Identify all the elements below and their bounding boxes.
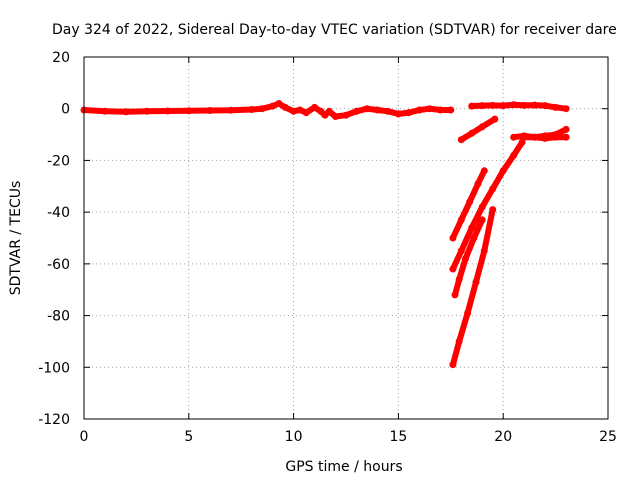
data-point xyxy=(491,115,499,123)
data-point xyxy=(296,106,304,114)
data-point xyxy=(489,185,497,193)
data-point xyxy=(290,107,298,115)
chart-title: Day 324 of 2022, Sidereal Day-to-day VTE… xyxy=(52,22,617,38)
data-point xyxy=(541,102,549,110)
plot-frame xyxy=(83,56,609,420)
data-point xyxy=(562,105,570,113)
data-point xyxy=(510,151,518,159)
series-short-rising-trace xyxy=(458,116,498,143)
data-point xyxy=(518,138,526,146)
y-tick-label: -120 xyxy=(38,412,70,428)
y-tick-label: -40 xyxy=(47,205,70,221)
data-point xyxy=(455,275,463,283)
data-point xyxy=(436,106,444,114)
y-tick-label: -100 xyxy=(38,360,70,376)
data-point xyxy=(541,132,549,140)
data-point xyxy=(451,291,459,299)
data-point xyxy=(455,337,463,345)
y-tick-label: 20 xyxy=(52,50,70,66)
data-point xyxy=(562,133,570,141)
data-point xyxy=(531,133,539,141)
data-point xyxy=(185,107,193,115)
data-point xyxy=(552,131,560,139)
data-point xyxy=(464,309,472,317)
data-point xyxy=(468,129,476,137)
data-point xyxy=(143,107,151,115)
x-tick-label: 10 xyxy=(285,429,303,445)
data-point xyxy=(449,361,457,369)
axis-ticks: 0 5 10 15 20 25 -120 -100 -80 -60 -40 -20 0 20 xyxy=(38,50,617,445)
data-point xyxy=(248,106,256,113)
data-point xyxy=(480,247,488,255)
data-point xyxy=(302,109,310,117)
data-point xyxy=(164,107,172,115)
data-point xyxy=(480,167,488,175)
data-point xyxy=(478,216,486,224)
data-point xyxy=(457,136,465,144)
data-point xyxy=(281,103,289,111)
data-point xyxy=(478,203,486,211)
data-point xyxy=(426,105,434,113)
data-point xyxy=(122,108,130,116)
data-point xyxy=(384,107,392,115)
y-tick-label: 0 xyxy=(61,102,70,118)
data-point xyxy=(101,107,109,115)
y-axis-label: SDTVAR / TECUs xyxy=(8,181,24,296)
data-point xyxy=(472,278,480,286)
data-point xyxy=(478,123,486,131)
data-point xyxy=(332,113,339,120)
data-series xyxy=(80,100,570,369)
data-point xyxy=(449,234,457,242)
data-point xyxy=(462,255,469,263)
x-tick-label: 20 xyxy=(494,429,512,445)
y-tick-label: -60 xyxy=(47,257,70,273)
data-point xyxy=(562,125,570,133)
data-point xyxy=(325,107,333,115)
y-tick-label: -80 xyxy=(47,309,70,325)
data-point xyxy=(447,106,455,114)
data-point xyxy=(353,107,360,115)
series-upper-right-trace xyxy=(468,101,570,112)
data-point xyxy=(489,101,497,109)
data-point xyxy=(489,206,497,214)
x-tick-label: 0 xyxy=(80,429,89,445)
data-point xyxy=(470,234,478,242)
data-point xyxy=(373,106,381,114)
data-point xyxy=(510,101,518,109)
data-point xyxy=(269,102,277,110)
data-point xyxy=(552,103,560,111)
data-point xyxy=(258,105,266,113)
data-point xyxy=(466,198,474,206)
data-point xyxy=(311,103,319,111)
data-point xyxy=(394,110,402,118)
data-point xyxy=(457,216,465,224)
y-tick-label: -20 xyxy=(47,153,70,169)
x-tick-label: 15 xyxy=(389,429,407,445)
data-point xyxy=(275,100,283,107)
data-point xyxy=(449,265,457,273)
data-point xyxy=(531,101,539,109)
data-point xyxy=(468,102,476,110)
data-point xyxy=(415,106,423,114)
data-point xyxy=(457,247,465,255)
data-point xyxy=(405,109,413,117)
data-point xyxy=(478,102,486,110)
data-point xyxy=(520,101,528,109)
data-point xyxy=(499,167,507,175)
data-point xyxy=(468,224,476,232)
data-point xyxy=(474,180,482,188)
data-point xyxy=(363,105,371,113)
series-steep-trace-d xyxy=(449,206,496,368)
data-point xyxy=(499,102,507,110)
data-point xyxy=(227,106,235,114)
data-point xyxy=(206,107,214,114)
data-point xyxy=(510,133,518,141)
grid-lines xyxy=(84,57,608,419)
x-tick-label: 5 xyxy=(184,429,193,445)
x-tick-label: 25 xyxy=(599,429,617,445)
x-axis-label: GPS time / hours xyxy=(285,459,402,475)
data-point xyxy=(342,111,350,119)
